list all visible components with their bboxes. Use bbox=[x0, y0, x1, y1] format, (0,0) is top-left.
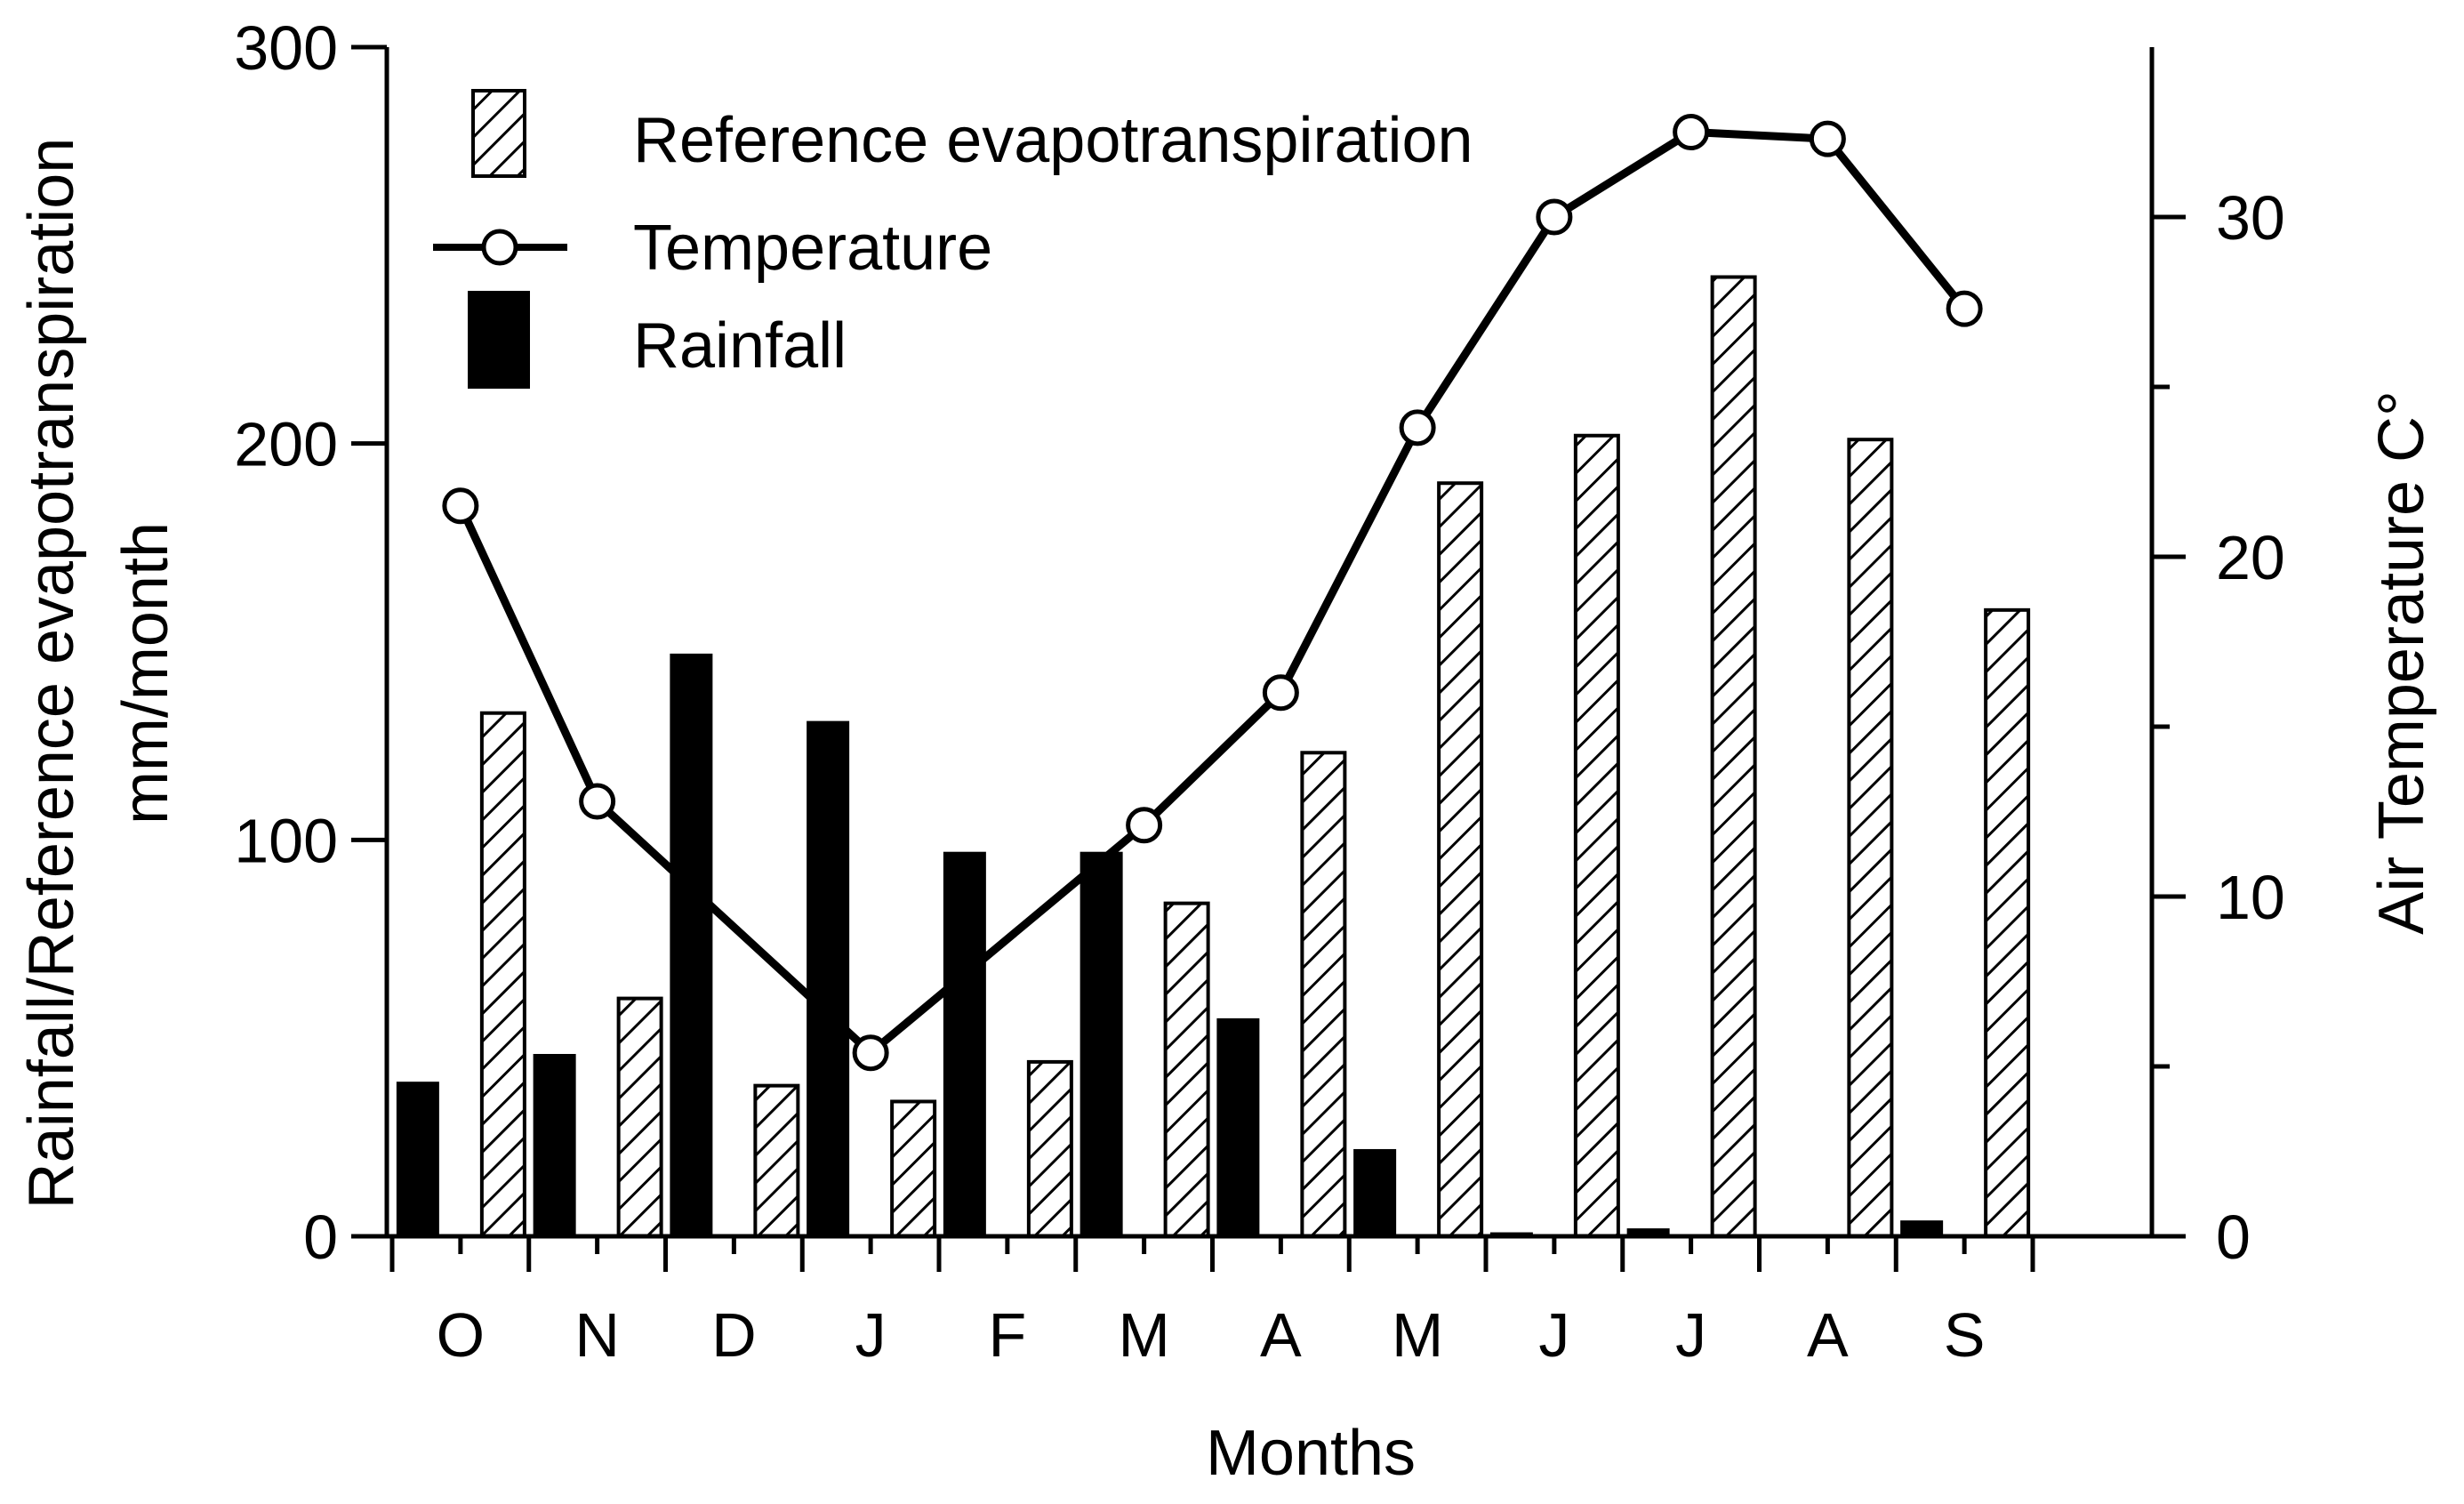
temperature-line bbox=[456, 128, 1968, 1058]
x-tick-label-f-5: F bbox=[988, 1300, 1026, 1370]
left-y-tick-label-100: 100 bbox=[234, 806, 338, 875]
x-tick-label-m-8: M bbox=[1392, 1300, 1443, 1370]
legend-swatch-temperature-marker bbox=[481, 229, 518, 266]
temperature-point-n-2 bbox=[579, 783, 616, 820]
temperature-point-a-11 bbox=[1809, 120, 1846, 157]
reference-evapotranspiration-bar-j-9 bbox=[1573, 433, 1620, 1238]
x-axis-title: Months bbox=[1206, 1418, 1416, 1489]
rainfall-bar-f-5 bbox=[943, 851, 986, 1236]
temperature-point-j-4 bbox=[852, 1034, 889, 1072]
reference-evapotranspiration-bar-j-10 bbox=[1710, 275, 1757, 1238]
y-axis-title-line-1: Rainfall/Reference evapotranspiration bbox=[16, 138, 87, 1210]
x-tick-label-j-9: J bbox=[1538, 1300, 1569, 1370]
rainfall-bar-a-7 bbox=[1216, 1017, 1260, 1236]
temperature-point-a-7 bbox=[1262, 674, 1299, 712]
left-y-tick-label-300: 300 bbox=[234, 13, 338, 83]
x-tick-label-a-7: A bbox=[1260, 1300, 1302, 1370]
x-tick-label-m-6: M bbox=[1118, 1300, 1169, 1370]
y2-axis-title: Air Temperature C° bbox=[2366, 390, 2437, 935]
rainfall-bar-m-8 bbox=[1353, 1148, 1397, 1236]
reference-evapotranspiration-bar-f-5 bbox=[1026, 1059, 1073, 1238]
legend: Reference evapotranspiration Temperature… bbox=[433, 89, 1473, 389]
temperature-point-j-9 bbox=[1536, 198, 1573, 236]
rainfall-bar-s-12 bbox=[1900, 1220, 1944, 1236]
temperature-point-s-12 bbox=[1946, 290, 1983, 327]
temperature-point-m-8 bbox=[1399, 409, 1436, 446]
x-tick-label-n-2: N bbox=[574, 1300, 620, 1370]
reference-evapotranspiration-bar-m-6 bbox=[1163, 901, 1210, 1238]
reference-evapotranspiration-bar-s-12 bbox=[1984, 607, 2031, 1238]
labels-layer: O N D J F M A M J J A S 0 100 200 300 0 10 20 30 bbox=[234, 13, 2285, 1370]
rainfall-bar-d-3 bbox=[670, 653, 713, 1236]
right-y-tick-label-30: 30 bbox=[2216, 183, 2285, 253]
y-axis-title-line-2: mm/month bbox=[110, 522, 181, 824]
x-tick-label-d-3: D bbox=[711, 1300, 757, 1370]
rainfall-bar-m-6 bbox=[1080, 851, 1123, 1236]
temperature-point-o-1 bbox=[442, 487, 479, 525]
right-y-tick-label-10: 10 bbox=[2216, 863, 2285, 932]
axes-layer bbox=[351, 44, 2186, 1272]
right-y-tick-label-0: 0 bbox=[2216, 1202, 2251, 1272]
x-tick-label-a-11: A bbox=[1807, 1300, 1849, 1370]
left-y-tick-label-200: 200 bbox=[234, 410, 338, 479]
legend-label-reference-evapotranspiration: Reference evapotranspiration bbox=[633, 105, 1473, 176]
reference-evapotranspiration-bar-n-2 bbox=[616, 996, 663, 1238]
rainfall-bar-n-2 bbox=[533, 1053, 576, 1236]
x-tick-label-j-4: J bbox=[855, 1300, 887, 1370]
right-y-tick-label-20: 20 bbox=[2216, 523, 2285, 592]
temperature-point-j-10 bbox=[1673, 114, 1710, 150]
reference-evapotranspiration-bar-a-11 bbox=[1847, 438, 1894, 1238]
reference-evapotranspiration-bar-j-4 bbox=[890, 1099, 937, 1239]
legend-label-rainfall: Rainfall bbox=[633, 310, 847, 382]
rainfall-bar-j-10 bbox=[1626, 1228, 1670, 1236]
reference-evapotranspiration-bar-m-8 bbox=[1437, 481, 1484, 1238]
rainfall-bar-o-1 bbox=[396, 1082, 439, 1236]
reference-evapotranspiration-bar-o-1 bbox=[479, 711, 526, 1238]
x-tick-label-o-1: O bbox=[437, 1300, 485, 1370]
x-tick-label-s-12: S bbox=[1944, 1300, 1986, 1370]
bars-layer bbox=[396, 275, 2031, 1239]
legend-swatch-rainfall bbox=[468, 291, 530, 389]
x-tick-label-j-10: J bbox=[1675, 1300, 1706, 1370]
left-y-tick-label-0: 0 bbox=[303, 1202, 338, 1272]
legend-swatch-reference-evapotranspiration bbox=[471, 89, 526, 178]
reference-evapotranspiration-bar-d-3 bbox=[753, 1083, 800, 1238]
reference-evapotranspiration-bar-a-7 bbox=[1300, 751, 1347, 1238]
temperature-line-layer bbox=[442, 114, 1983, 1072]
legend-label-temperature: Temperature bbox=[633, 213, 992, 284]
rainfall-bar-j-4 bbox=[807, 720, 850, 1236]
temperature-point-m-6 bbox=[1126, 807, 1163, 844]
